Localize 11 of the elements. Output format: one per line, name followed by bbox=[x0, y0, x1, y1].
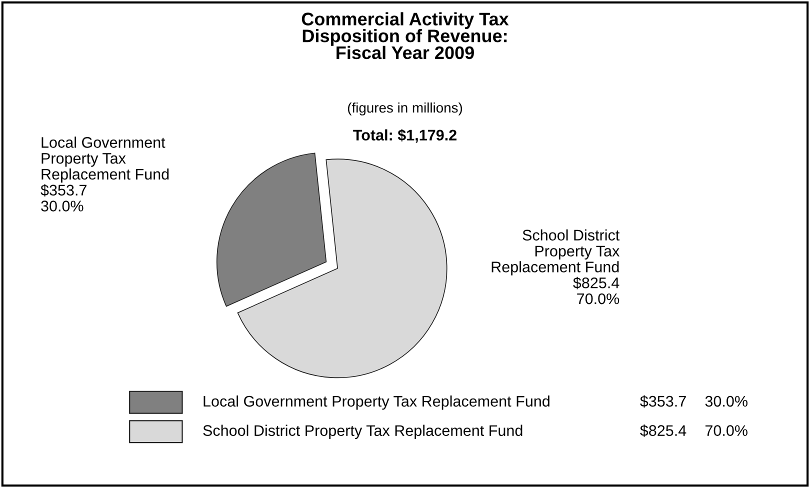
text: $353.7 30.0% bbox=[640, 395, 748, 408]
text: Total: $1,179.2 bbox=[353, 129, 456, 143]
slice-label: School District Property Tax Replacement Fund bbox=[492, 229, 620, 276]
data-label: $825.4 70.0% bbox=[573, 276, 620, 304]
legend-label: School District Property Tax Replacement Fund bbox=[203, 424, 522, 439]
chart-title: Commercial Activity Tax Disposition of Revenue: Fiscal Year 2009 bbox=[302, 12, 509, 60]
data-label: $353.7 30.0% bbox=[40, 184, 86, 212]
legend-label: Local Government Property Tax Replacement Fund bbox=[204, 395, 550, 410]
text: $825.4 70.0% bbox=[640, 424, 748, 437]
slice-label: Local Government Property Tax Replacement Fund bbox=[42, 136, 169, 183]
chart-subtitle: (figures in millions) bbox=[348, 102, 462, 116]
